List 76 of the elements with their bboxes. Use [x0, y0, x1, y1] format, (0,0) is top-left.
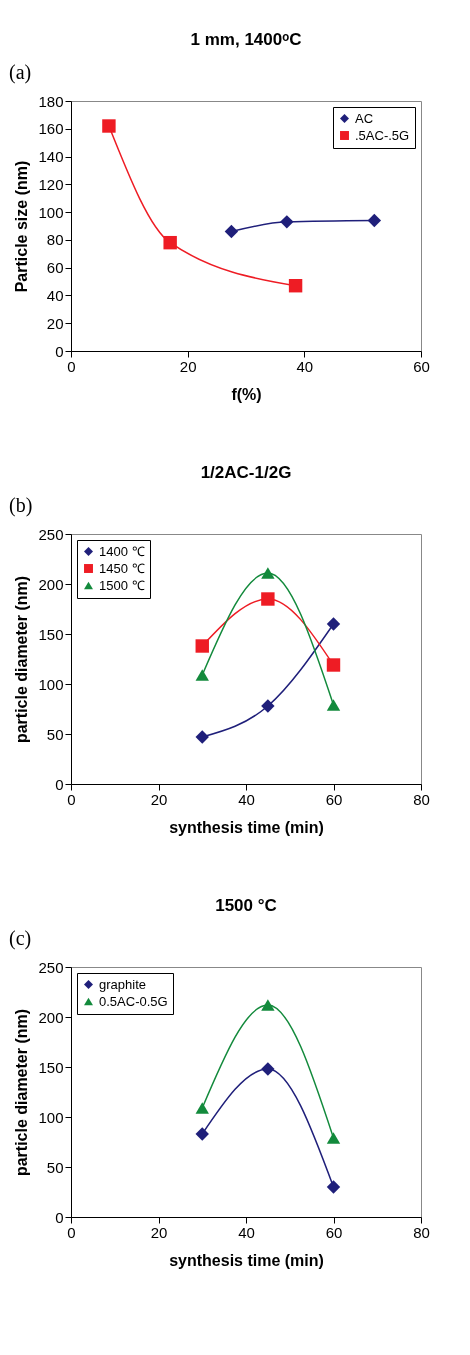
point — [195, 669, 209, 681]
y-tick-label: 40 — [46, 286, 64, 304]
legend-label: graphite — [99, 976, 146, 992]
point — [326, 1180, 341, 1194]
y-tick-label: 0 — [55, 775, 64, 793]
legend-label: 1400 ℃ — [99, 543, 145, 559]
y-tick-label: 250 — [38, 958, 64, 976]
y-tick-label: 20 — [46, 314, 64, 332]
y-tick-label: 0 — [55, 342, 64, 360]
y-tick-label: 250 — [38, 525, 64, 543]
y-tick-label: 140 — [38, 148, 64, 166]
legend-label: 1500 ℃ — [99, 577, 145, 593]
point — [288, 279, 303, 293]
y-tick-label: 160 — [38, 120, 64, 138]
y-tick-label: 100 — [38, 203, 64, 221]
x-tick-label: 0 — [67, 790, 76, 808]
point — [280, 215, 294, 229]
point — [224, 224, 239, 239]
text: (c) — [9, 927, 32, 950]
point — [261, 699, 275, 713]
text: (a) — [9, 61, 32, 84]
legend-label: .5AC-.5G — [355, 127, 410, 143]
point — [326, 1132, 341, 1144]
legend-label: AC — [355, 110, 374, 126]
point — [261, 567, 275, 579]
x-axis-title: synthesis time (min) — [169, 1251, 324, 1269]
point — [195, 1102, 209, 1114]
point — [261, 999, 275, 1011]
x-tick-label: 0 — [67, 1223, 76, 1241]
point — [163, 235, 177, 250]
y-axis-title: particle diameter (nm) — [13, 575, 31, 744]
x-tick-label: 0 — [67, 357, 76, 375]
x-tick-label: 60 — [325, 790, 343, 808]
point — [326, 699, 341, 711]
legend-label: 1450 ℃ — [99, 560, 145, 576]
point — [261, 1062, 275, 1076]
x-axis-title: f(%) — [231, 385, 262, 403]
x-tick-label: 20 — [150, 1223, 168, 1241]
y-tick-label: 150 — [38, 625, 64, 643]
chart-title: 1 mm, 1400ᵒC — [190, 30, 302, 49]
point — [102, 119, 116, 133]
point — [195, 730, 209, 744]
point — [367, 213, 382, 228]
text: (b) — [9, 494, 33, 517]
y-tick-label: 180 — [38, 92, 64, 110]
x-tick-label: 40 — [238, 790, 255, 808]
y-axis-title: Particle size (nm) — [13, 160, 31, 293]
legend-label: 0.5AC-0.5G — [99, 993, 168, 1009]
y-tick-label: 0 — [55, 1208, 64, 1226]
y-tick-label: 100 — [38, 675, 64, 693]
y-tick-label: 50 — [46, 1158, 64, 1176]
y-tick-label: 150 — [38, 1058, 64, 1076]
point — [195, 1127, 209, 1141]
x-tick-label: 40 — [238, 1223, 255, 1241]
point — [261, 592, 275, 606]
chart-title: 1/2AC-1/2G — [200, 463, 292, 482]
y-tick-label: 200 — [38, 575, 64, 593]
y-tick-label: 120 — [38, 175, 64, 193]
x-tick-label: 20 — [179, 357, 197, 375]
chart-title: 1500 °C — [215, 896, 277, 915]
point — [326, 658, 341, 672]
point — [326, 617, 341, 631]
y-tick-label: 50 — [46, 725, 64, 743]
y-tick-label: 200 — [38, 1008, 64, 1026]
y-axis-title: particle diameter (nm) — [13, 1008, 31, 1177]
x-tick-label: 60 — [325, 1223, 343, 1241]
x-tick-label: 60 — [413, 357, 430, 375]
x-tick-label: 80 — [413, 790, 430, 808]
x-tick-label: 20 — [150, 790, 168, 808]
x-tick-label: 40 — [296, 357, 314, 375]
point — [195, 639, 209, 653]
y-tick-label: 60 — [46, 259, 64, 277]
y-tick-label: 80 — [46, 231, 64, 249]
y-tick-label: 100 — [38, 1108, 64, 1126]
x-tick-label: 80 — [413, 1223, 430, 1241]
x-axis-title: synthesis time (min) — [169, 818, 324, 836]
